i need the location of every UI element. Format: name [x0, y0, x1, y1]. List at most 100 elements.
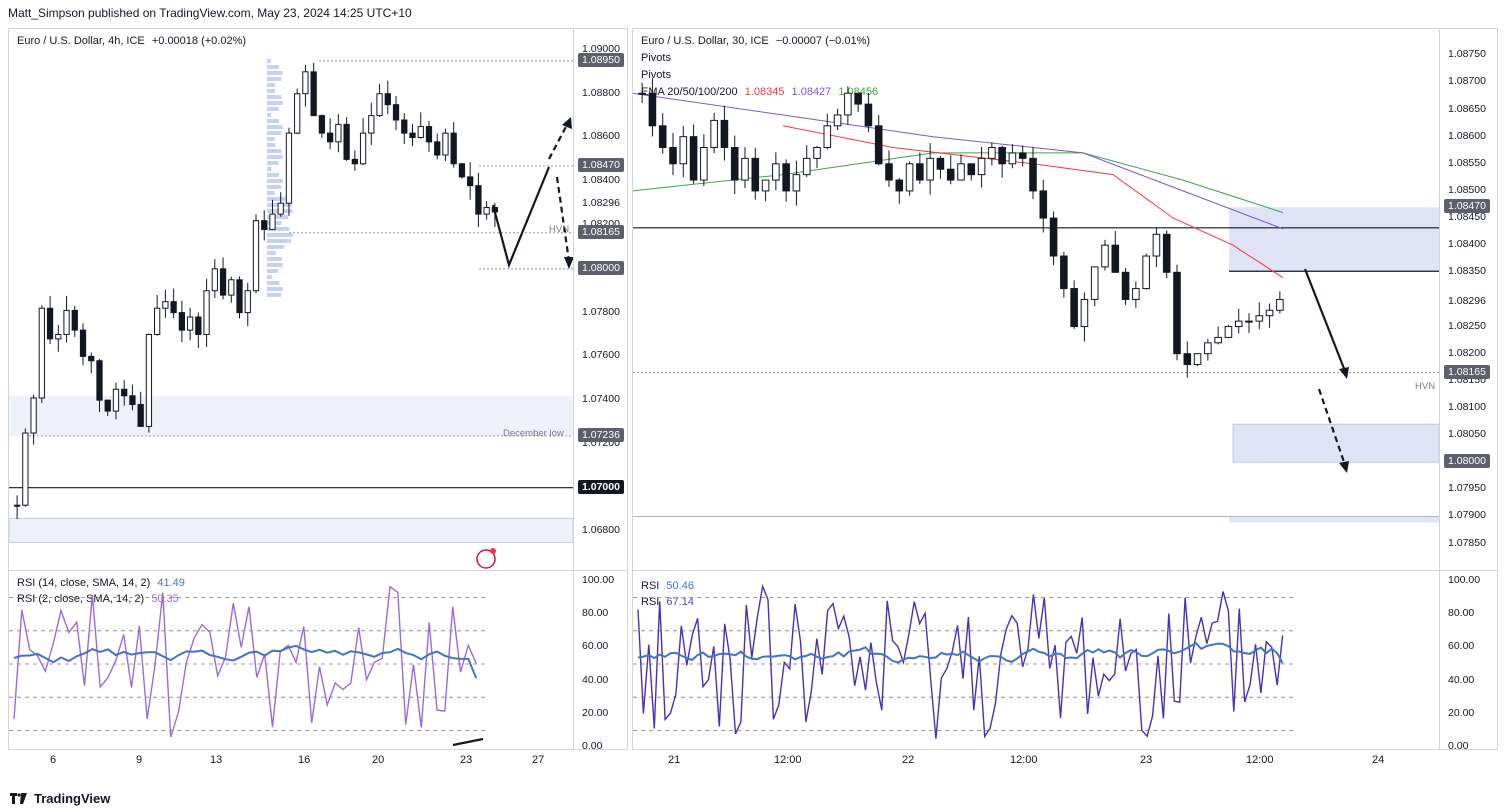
left-candle	[285, 132, 293, 204]
left-hvn-label: HVN	[549, 224, 570, 235]
right-time-scale[interactable]: 21 12:00 22 12:00 23 12:00 24	[632, 750, 1438, 772]
left-price-tick: 1.07600	[582, 349, 620, 362]
left-candle	[46, 307, 54, 340]
left-projection-down-arrow	[555, 176, 571, 262]
right-rsi-chart[interactable]	[633, 571, 1497, 749]
right-candle	[802, 157, 811, 176]
right-price-pane[interactable]: Euro / U.S. Dollar, 30, ICE −0.00007 (−0…	[632, 28, 1498, 571]
right-candle	[1049, 217, 1058, 257]
left-candle	[401, 119, 408, 134]
right-price-tag: 1.08165	[1444, 364, 1490, 379]
right-symbol-legend[interactable]: Euro / U.S. Dollar, 30, ICE −0.00007 (−0…	[641, 35, 870, 47]
right-rsi-fast-line	[637, 583, 1284, 739]
left-projection-up-arrow	[548, 120, 570, 160]
right-candle	[689, 136, 698, 181]
left-rsi-pane[interactable]: RSI (14, close, SMA, 14, 2) 41.49 RSI (2…	[8, 570, 628, 750]
right-price-tag: 1.08296	[1444, 293, 1490, 308]
left-volume-profile-bar	[267, 293, 281, 297]
right-candle	[1039, 190, 1048, 219]
left-candle	[310, 71, 317, 117]
tradingview-footer[interactable]: TradingView	[10, 791, 110, 806]
left-candle	[30, 397, 37, 434]
right-price-tick: 1.07950	[1448, 482, 1486, 495]
right-projection-dashed-arrow	[1317, 388, 1347, 466]
left-time-tick: 13	[210, 754, 223, 766]
left-rsi-chart[interactable]	[9, 571, 627, 749]
right-symbol-title: Euro / U.S. Dollar, 30, ICE	[641, 35, 769, 47]
left-volume-profile-bar	[267, 77, 282, 81]
alert-lightning-icon	[476, 549, 496, 569]
right-candle	[1121, 271, 1130, 300]
ema-legend-label: EMA 20/50/100/200	[641, 86, 738, 98]
left-candle	[228, 279, 235, 296]
left-time-scale[interactable]: 6 9 13 16 20 23 27	[8, 750, 572, 772]
right-candle	[658, 125, 667, 149]
tradingview-brand: TradingView	[34, 791, 111, 806]
right-candle	[710, 119, 718, 149]
left-volume-profile-bar	[267, 191, 275, 195]
left-price-tag: 1.08950	[578, 52, 624, 67]
right-candle	[1111, 244, 1120, 273]
left-rsi-fast-line	[13, 585, 477, 738]
right-candle	[741, 157, 749, 181]
right-candle	[720, 119, 729, 149]
right-candle	[977, 157, 986, 176]
right-arrowhead	[1339, 367, 1349, 379]
left-candle	[55, 333, 62, 340]
left-candle	[203, 290, 210, 335]
pivots-legend-2[interactable]: Pivots	[641, 69, 671, 81]
left-price-tick: 1.09000	[582, 42, 620, 55]
left-volume-profile-bar	[267, 185, 282, 189]
left-candle	[409, 132, 416, 138]
right-candle	[751, 157, 760, 192]
right-candle	[1152, 233, 1161, 257]
left-candle	[236, 279, 243, 314]
right-price-scale[interactable]: 1.08750 1.08700 1.08650 1.08600 1.08550 1.085…	[1439, 29, 1497, 570]
left-rsi-scale[interactable]: 100.00 80.00 60.00 40.00 20.00 0.00	[573, 571, 627, 750]
left-candle	[384, 93, 391, 106]
right-candle	[998, 147, 1006, 165]
left-volume-profile-bar	[267, 275, 272, 279]
right-candle	[1224, 326, 1233, 338]
pivots-legend-1[interactable]: Pivots	[641, 52, 671, 64]
right-rsi-slow-line	[637, 641, 1284, 664]
right-candle	[1214, 336, 1222, 344]
left-volume-profile-bar	[267, 119, 279, 123]
right-candle	[1204, 342, 1212, 355]
left-volume-profile-bar	[267, 59, 271, 63]
left-candle	[145, 333, 153, 427]
left-candle-chart[interactable]	[9, 29, 627, 570]
right-time-tick: 12:00	[774, 754, 802, 766]
right-candle	[1101, 244, 1109, 268]
left-price-pane[interactable]: Euro / U.S. Dollar, 4h, ICE +0.00018 (+0…	[8, 28, 628, 571]
left-rsi-tick: 100.00	[582, 574, 615, 586]
right-time-tick: 21	[668, 754, 681, 766]
left-volume-profile-bar	[267, 215, 289, 219]
left-volume-profile-bar	[267, 287, 283, 291]
left-rsi-tick: 0.00	[582, 740, 603, 750]
right-rsi-tick: 20.00	[1448, 706, 1475, 719]
right-candle	[1193, 353, 1202, 366]
left-candle	[63, 309, 70, 335]
right-time-tick: 22	[902, 754, 915, 766]
right-price-tick: 1.08350	[1448, 265, 1486, 278]
left-volume-profile-bar	[267, 149, 282, 153]
right-candle	[1060, 255, 1068, 290]
left-price-scale[interactable]: 1.090001.088001.086001.084001.082001.080…	[573, 29, 627, 570]
right-candle	[813, 147, 821, 159]
right-candle-chart[interactable]	[633, 29, 1497, 570]
left-candle	[425, 126, 433, 143]
right-rsi-b-value: 67.14	[666, 596, 694, 608]
right-rsi-scale[interactable]: 100.00 80.00 60.00 40.00 20.00 0.00	[1439, 571, 1497, 749]
left-symbol-legend[interactable]: Euro / U.S. Dollar, 4h, ICE +0.00018 (+0…	[17, 35, 246, 47]
right-rsi-pane[interactable]: RSI 50.46 RSI 67.14 100.00 80.00 60.00 40.0…	[632, 570, 1498, 750]
left-candle	[294, 93, 301, 134]
left-volume-profile-bar	[267, 125, 283, 129]
left-candle	[269, 213, 276, 230]
right-candle	[638, 92, 646, 95]
right-rsi-tick: 40.00	[1448, 673, 1475, 686]
left-rsi-tick: 80.00	[582, 607, 609, 620]
right-candle	[1132, 288, 1140, 300]
right-candle	[1080, 298, 1089, 328]
right-price-tick: 1.08200	[1448, 346, 1486, 359]
